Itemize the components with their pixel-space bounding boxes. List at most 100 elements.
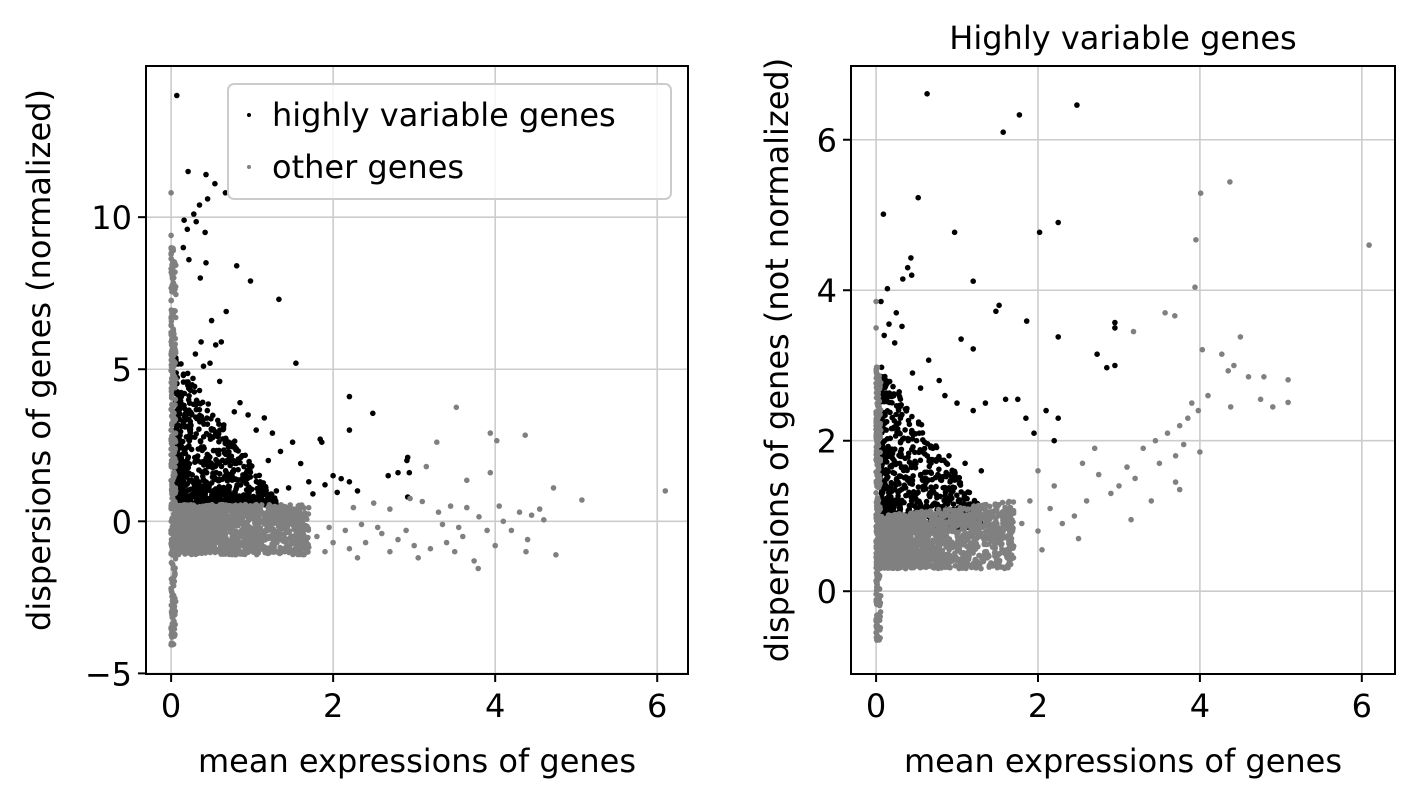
data-point-highly-variable xyxy=(216,378,223,385)
x-tick-label: 4 xyxy=(485,687,505,725)
data-point-other xyxy=(516,509,523,515)
data-point-other xyxy=(435,509,442,515)
data-point-highly-variable xyxy=(908,272,915,279)
data-point-other xyxy=(297,533,303,539)
data-point-highly-variable xyxy=(212,463,219,470)
data-point-other xyxy=(374,524,381,531)
data-point-other xyxy=(219,530,225,536)
data-point-other xyxy=(415,555,422,561)
data-point-highly-variable xyxy=(177,432,183,439)
data-point-other xyxy=(169,347,175,353)
data-point-highly-variable xyxy=(881,398,887,405)
data-point-other xyxy=(171,275,177,281)
data-point-other xyxy=(168,232,174,239)
data-point-highly-variable xyxy=(181,405,188,412)
data-point-highly-variable xyxy=(878,298,884,305)
data-point-other xyxy=(170,371,177,378)
data-point-other xyxy=(234,522,240,529)
data-point-highly-variable xyxy=(346,479,353,485)
data-point-other xyxy=(272,529,279,535)
data-point-highly-variable xyxy=(1023,318,1030,324)
data-point-other xyxy=(177,519,184,526)
data-point-highly-variable xyxy=(897,487,903,494)
data-point-other xyxy=(965,549,971,555)
data-point-highly-variable xyxy=(186,407,192,414)
data-point-other xyxy=(169,477,176,484)
data-point-other xyxy=(171,603,178,609)
data-point-highly-variable xyxy=(233,263,240,269)
data-point-highly-variable xyxy=(914,499,920,505)
data-point-other xyxy=(169,640,175,646)
data-point-highly-variable xyxy=(203,494,209,501)
data-point-other xyxy=(305,511,312,517)
data-point-other xyxy=(973,565,980,571)
data-point-other xyxy=(207,537,213,544)
data-point-other xyxy=(265,504,272,511)
data-point-highly-variable xyxy=(270,496,276,503)
data-point-other xyxy=(953,520,959,527)
data-point-other xyxy=(293,516,300,523)
data-point-other xyxy=(200,504,206,511)
data-point-highly-variable xyxy=(227,474,233,480)
data-point-highly-variable xyxy=(184,370,191,377)
data-point-other xyxy=(190,550,196,556)
data-point-highly-variable xyxy=(970,346,976,352)
data-point-highly-variable xyxy=(917,457,924,464)
data-point-highly-variable xyxy=(898,446,905,453)
data-point-highly-variable xyxy=(891,340,898,346)
data-point-highly-variable xyxy=(188,412,195,418)
data-point-other xyxy=(988,523,995,529)
data-point-highly-variable xyxy=(926,456,933,463)
data-point-highly-variable xyxy=(247,278,254,284)
data-point-highly-variable xyxy=(330,472,336,479)
data-point-highly-variable xyxy=(1043,407,1049,414)
data-point-other xyxy=(528,512,535,518)
data-point-other xyxy=(168,436,174,442)
data-point-other xyxy=(239,542,245,549)
data-point-highly-variable xyxy=(203,430,210,437)
data-point-highly-variable xyxy=(395,469,401,476)
data-point-highly-variable xyxy=(930,445,936,452)
data-point-highly-variable xyxy=(895,407,902,413)
data-point-highly-variable xyxy=(978,468,985,474)
data-point-highly-variable xyxy=(188,422,194,429)
data-point-highly-variable xyxy=(218,339,225,345)
data-point-other xyxy=(993,519,999,525)
data-point-other xyxy=(168,266,174,272)
data-point-highly-variable xyxy=(929,476,935,483)
data-point-other xyxy=(387,548,393,555)
legend-label-highly-variable: highly variable genes xyxy=(272,96,616,134)
data-point-other xyxy=(524,536,531,543)
data-point-highly-variable xyxy=(197,438,204,445)
data-point-other xyxy=(242,551,248,558)
data-point-highly-variable xyxy=(242,471,249,478)
data-point-highly-variable xyxy=(888,484,894,490)
data-point-other xyxy=(492,542,499,549)
data-point-other xyxy=(314,533,320,540)
data-point-highly-variable xyxy=(970,407,976,414)
data-point-highly-variable xyxy=(269,430,276,436)
data-point-highly-variable xyxy=(220,426,226,433)
data-point-highly-variable xyxy=(222,190,229,196)
data-point-highly-variable xyxy=(249,494,255,501)
data-point-other xyxy=(403,527,409,534)
data-point-other xyxy=(487,430,494,436)
data-point-other xyxy=(236,529,243,536)
data-point-other xyxy=(263,548,270,555)
legend-marker-highly-variable xyxy=(247,113,251,117)
data-point-highly-variable xyxy=(233,447,239,453)
data-point-other xyxy=(170,362,177,368)
data-point-highly-variable xyxy=(246,484,252,491)
data-point-highly-variable xyxy=(887,435,894,442)
data-point-other xyxy=(954,531,960,537)
data-point-other xyxy=(305,549,311,555)
data-point-other xyxy=(184,515,191,522)
data-point-highly-variable xyxy=(183,445,190,451)
data-point-highly-variable xyxy=(886,378,893,385)
data-point-highly-variable xyxy=(261,415,268,421)
data-point-other xyxy=(171,470,177,477)
data-point-highly-variable xyxy=(893,310,900,316)
data-point-highly-variable xyxy=(915,194,921,201)
data-point-highly-variable xyxy=(297,460,304,467)
data-point-other xyxy=(330,539,336,546)
